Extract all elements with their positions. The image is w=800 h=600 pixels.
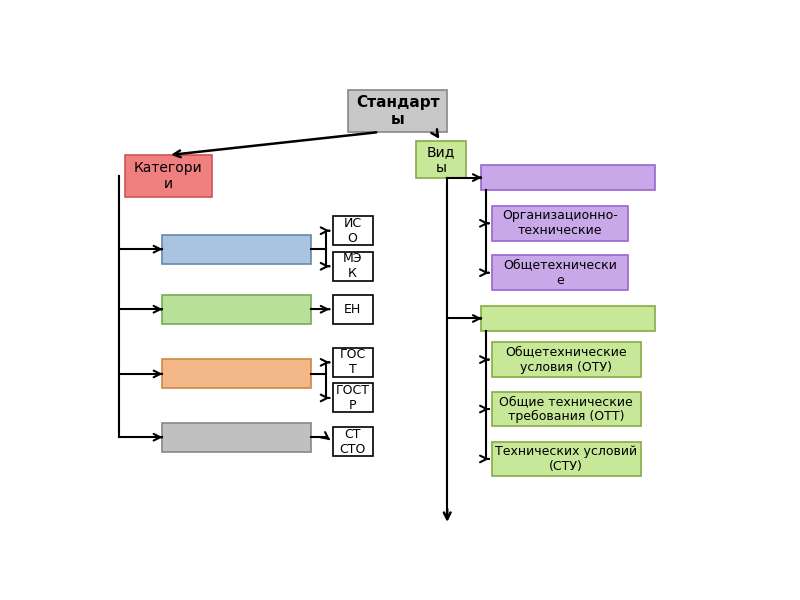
FancyBboxPatch shape — [333, 252, 373, 281]
Text: ЕН: ЕН — [344, 303, 362, 316]
Text: Общетехнические
условия (ОТУ): Общетехнические условия (ОТУ) — [506, 346, 627, 374]
Text: Вид
ы: Вид ы — [427, 145, 455, 175]
FancyBboxPatch shape — [482, 306, 655, 331]
FancyBboxPatch shape — [162, 235, 310, 264]
FancyBboxPatch shape — [162, 422, 310, 452]
FancyBboxPatch shape — [482, 166, 655, 190]
FancyBboxPatch shape — [492, 342, 641, 377]
Text: Общетехнически
е: Общетехнически е — [503, 259, 617, 287]
FancyBboxPatch shape — [333, 216, 373, 245]
Text: Организационно-
технические: Организационно- технические — [502, 209, 618, 238]
FancyBboxPatch shape — [348, 91, 447, 132]
Text: СТ
СТО: СТ СТО — [339, 428, 366, 456]
FancyBboxPatch shape — [492, 256, 628, 290]
FancyBboxPatch shape — [162, 295, 310, 324]
Text: Общие технические
требования (ОТТ): Общие технические требования (ОТТ) — [499, 395, 633, 423]
Text: ГОСТ
Р: ГОСТ Р — [336, 384, 370, 412]
FancyBboxPatch shape — [333, 348, 373, 377]
Text: МЭ
К: МЭ К — [343, 252, 362, 280]
Text: ИС
О: ИС О — [343, 217, 362, 245]
FancyBboxPatch shape — [492, 392, 641, 427]
FancyBboxPatch shape — [125, 155, 211, 197]
FancyBboxPatch shape — [333, 295, 373, 324]
Text: Категори
и: Категори и — [134, 161, 202, 191]
Text: Технических условий
(СТУ): Технических условий (СТУ) — [495, 445, 638, 473]
FancyBboxPatch shape — [416, 141, 466, 178]
FancyBboxPatch shape — [492, 206, 628, 241]
FancyBboxPatch shape — [162, 359, 310, 388]
Text: Стандарт
ы: Стандарт ы — [356, 95, 439, 127]
FancyBboxPatch shape — [333, 383, 373, 412]
FancyBboxPatch shape — [492, 442, 641, 476]
FancyBboxPatch shape — [333, 427, 373, 457]
Text: ГОС
Т: ГОС Т — [339, 349, 366, 376]
